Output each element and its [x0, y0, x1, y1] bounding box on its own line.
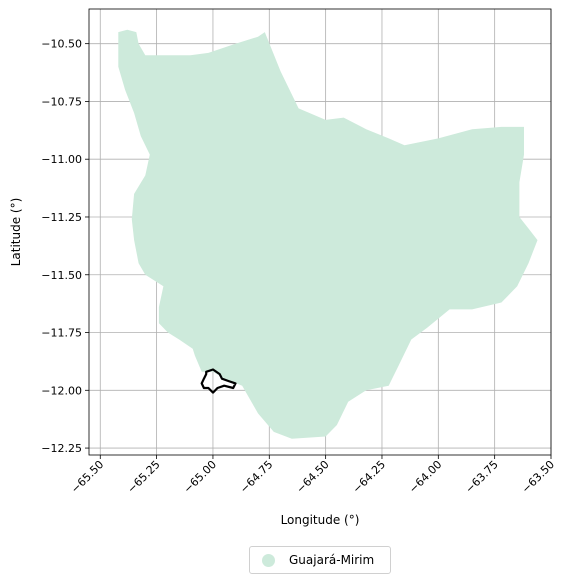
y-tick-label: −11.00: [41, 153, 82, 166]
plot-frame: [88, 8, 552, 456]
y-tick-label: −10.75: [41, 95, 82, 108]
legend: Guajará-Mirim: [249, 546, 391, 574]
x-tick-label: −64.75: [237, 458, 275, 496]
x-tick-label: −65.25: [125, 458, 163, 496]
y-tick-label: −12.00: [41, 384, 82, 397]
x-tick-label: −64.25: [350, 458, 388, 496]
legend-label: Guajará-Mirim: [289, 553, 375, 567]
region-fills: [118, 29, 538, 439]
y-axis-ticks: −10.50 −10.75 −11.00 −11.25 −11.50 −11.75 −12.…: [41, 38, 89, 455]
y-tick-label: −12.25: [41, 442, 82, 455]
region-outlines: [200, 368, 237, 394]
x-axis-ticks: −65.50 −65.25 −65.00 −64.75 −64.50 −64.25 −64.…: [68, 455, 557, 496]
x-tick-label: −65.50: [68, 458, 106, 496]
x-tick-label: −63.75: [463, 458, 501, 496]
y-axis-title: Latitude (°): [9, 198, 23, 267]
x-tick-label: −65.00: [181, 458, 219, 496]
x-axis-title: Longitude (°): [281, 513, 360, 527]
y-tick-label: −11.50: [41, 269, 82, 282]
x-tick-label: −64.00: [406, 458, 444, 496]
region-polygon: [118, 29, 538, 439]
y-tick-label: −11.75: [41, 327, 82, 340]
highlight-outline: [200, 368, 237, 394]
x-tick-label: −64.50: [294, 458, 332, 496]
x-tick-label: −63.50: [519, 458, 557, 496]
legend-swatch: [262, 553, 275, 567]
y-tick-label: −10.50: [41, 38, 82, 51]
y-tick-label: −11.25: [41, 211, 82, 224]
